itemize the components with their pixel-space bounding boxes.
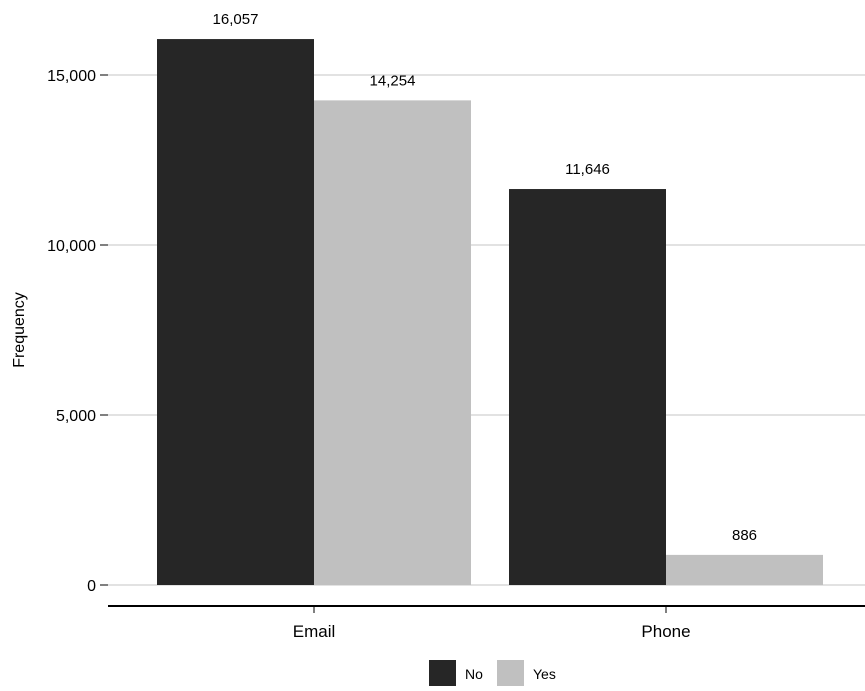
y-tick-label: 5,000 bbox=[56, 408, 96, 425]
bar-no-email bbox=[157, 39, 314, 585]
y-tick-label: 0 bbox=[87, 578, 96, 595]
legend-label-no: No bbox=[465, 666, 483, 682]
data-label: 16,057 bbox=[213, 11, 259, 28]
legend: No Yes bbox=[429, 660, 556, 687]
legend-swatch-no bbox=[429, 660, 456, 687]
bar-yes-phone bbox=[666, 554, 823, 585]
axes: 0 5,000 10,000 15,000 Email Phone bbox=[47, 68, 865, 641]
data-labels: 16,057 14,254 11,646 886 bbox=[213, 11, 757, 544]
legend-label-yes: Yes bbox=[533, 666, 556, 682]
y-tick-label: 10,000 bbox=[47, 238, 96, 255]
bar-yes-email bbox=[314, 100, 471, 585]
y-axis-title: Frequency bbox=[11, 292, 28, 368]
bars bbox=[157, 39, 823, 585]
y-tick-label: 15,000 bbox=[47, 68, 96, 85]
x-tick-label: Email bbox=[293, 622, 336, 641]
x-tick-label: Phone bbox=[641, 622, 690, 641]
data-label: 14,254 bbox=[370, 72, 416, 89]
data-label: 886 bbox=[732, 527, 757, 544]
data-label: 11,646 bbox=[565, 161, 610, 178]
legend-swatch-yes bbox=[497, 660, 524, 687]
bar-no-phone bbox=[509, 189, 666, 585]
